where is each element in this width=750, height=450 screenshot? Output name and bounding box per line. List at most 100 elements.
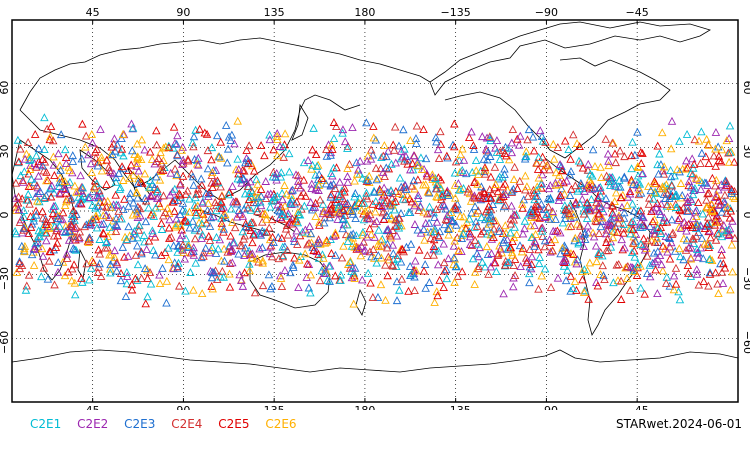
observation-marker	[199, 248, 208, 257]
observation-marker	[228, 258, 237, 267]
observation-marker	[583, 266, 592, 275]
observation-marker	[24, 270, 34, 279]
observation-marker	[514, 140, 524, 149]
observation-marker	[718, 278, 728, 287]
observation-marker	[648, 258, 657, 267]
observation-marker	[97, 166, 107, 175]
observation-marker	[431, 133, 441, 142]
observation-marker	[127, 146, 137, 155]
observation-marker	[134, 225, 144, 234]
observation-marker	[436, 127, 445, 136]
observation-marker	[622, 273, 632, 282]
observation-marker	[520, 216, 530, 225]
observation-marker	[362, 177, 372, 185]
observation-marker	[289, 233, 299, 242]
observation-marker	[156, 165, 165, 174]
observation-marker	[457, 267, 467, 276]
observation-marker	[480, 169, 490, 178]
observation-marker	[395, 173, 405, 182]
observation-marker	[652, 233, 662, 242]
observation-marker	[356, 251, 366, 260]
observation-marker	[85, 275, 94, 284]
observation-marker	[432, 137, 441, 146]
observation-marker	[507, 248, 517, 257]
observation-marker	[596, 222, 606, 231]
observation-marker	[132, 159, 142, 168]
observation-marker	[688, 190, 698, 199]
observation-marker	[377, 153, 386, 162]
observation-marker	[267, 252, 277, 261]
observation-marker	[37, 272, 46, 281]
observation-marker	[240, 251, 249, 259]
observation-marker	[516, 262, 525, 271]
observation-marker	[278, 252, 288, 261]
observation-marker	[249, 230, 258, 239]
observation-marker	[603, 149, 613, 158]
observation-marker	[138, 178, 147, 187]
observation-marker	[61, 226, 70, 235]
observation-marker	[649, 225, 659, 234]
observation-marker	[291, 170, 301, 179]
observation-marker	[150, 159, 159, 168]
observation-marker	[666, 144, 676, 153]
observation-marker	[506, 228, 515, 237]
observation-marker	[582, 198, 592, 207]
observation-marker	[143, 292, 152, 301]
observation-marker	[294, 283, 303, 292]
observation-marker	[465, 214, 474, 223]
observation-marker	[480, 262, 490, 271]
observation-marker	[506, 243, 516, 252]
observation-marker	[293, 239, 302, 248]
observation-marker	[178, 142, 188, 151]
observation-marker	[71, 245, 81, 254]
observation-marker	[376, 164, 385, 173]
observation-marker	[169, 122, 179, 131]
observation-marker	[391, 221, 401, 230]
observation-marker	[157, 158, 166, 167]
observation-marker	[317, 266, 327, 275]
observation-marker	[149, 212, 159, 220]
observation-marker	[489, 224, 499, 233]
observation-marker	[159, 191, 168, 200]
observation-marker	[110, 252, 119, 261]
observation-marker	[457, 231, 467, 239]
lat-tick-label-right: 60	[741, 81, 750, 95]
observation-marker	[336, 275, 345, 284]
observation-marker	[639, 234, 648, 243]
observation-marker	[403, 190, 412, 199]
observation-marker	[31, 206, 41, 215]
observation-marker	[470, 193, 480, 202]
observation-marker	[704, 140, 713, 149]
observation-marker	[289, 262, 298, 271]
observation-marker	[95, 259, 104, 268]
observation-marker	[409, 151, 419, 160]
observation-marker	[219, 224, 229, 233]
observation-marker	[167, 232, 176, 241]
observation-marker	[525, 262, 535, 271]
observation-marker	[14, 157, 24, 166]
observation-marker	[311, 198, 320, 207]
observation-marker	[469, 145, 479, 153]
observation-marker	[487, 234, 497, 243]
observation-marker	[724, 148, 733, 157]
observation-marker	[78, 183, 88, 192]
observation-marker	[340, 137, 350, 146]
observation-marker	[13, 135, 23, 144]
lat-tick-label-left: −60	[0, 331, 11, 354]
observation-marker	[319, 218, 329, 227]
observation-marker	[440, 220, 449, 229]
observation-marker	[227, 130, 237, 139]
observation-marker	[613, 227, 622, 236]
observation-marker	[97, 220, 106, 228]
observation-marker	[543, 160, 552, 169]
observation-marker	[329, 134, 339, 143]
observation-marker	[419, 207, 428, 216]
observation-marker	[730, 233, 740, 242]
observation-marker	[301, 225, 310, 234]
observation-marker	[201, 189, 211, 198]
observation-marker	[639, 213, 648, 222]
observation-marker	[524, 125, 534, 134]
observation-marker	[372, 217, 381, 226]
observation-marker	[597, 204, 606, 213]
observation-marker	[420, 260, 430, 268]
